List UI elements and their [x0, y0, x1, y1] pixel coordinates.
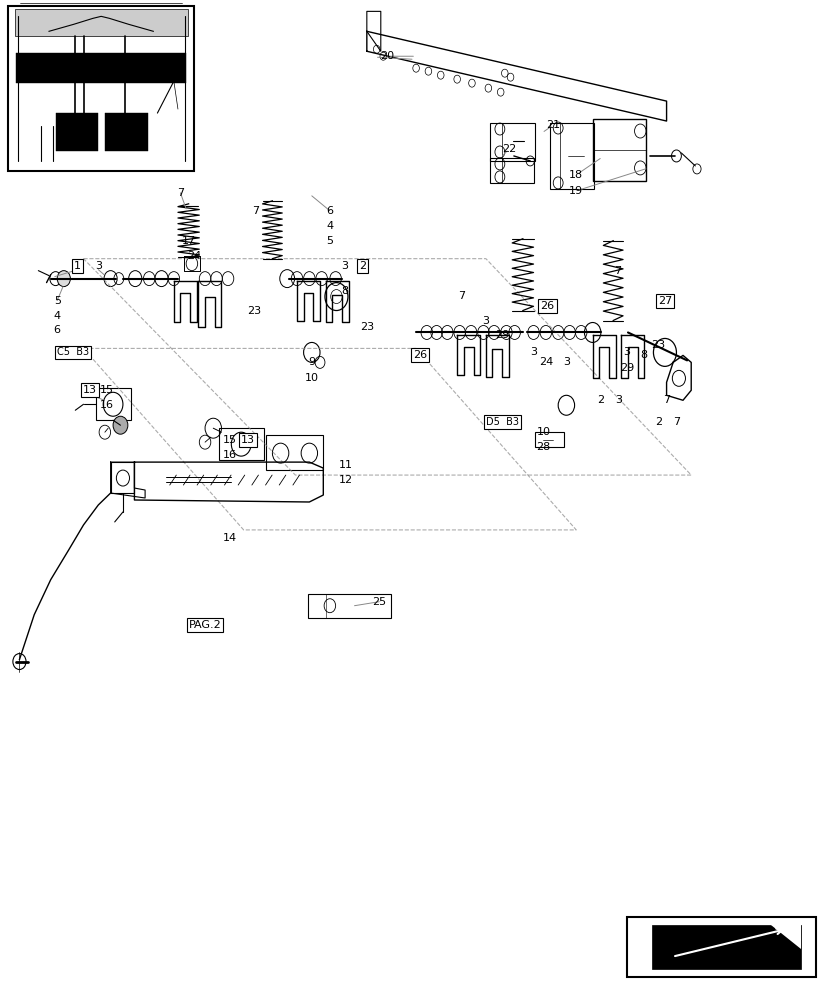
Text: 10: 10 — [536, 427, 550, 437]
Bar — [110, 462, 134, 493]
Text: 23: 23 — [247, 306, 261, 316]
Text: 3: 3 — [616, 395, 622, 405]
Bar — [8, 6, 194, 171]
Bar — [490, 158, 534, 183]
Text: 2: 2 — [655, 417, 662, 427]
Text: 3: 3 — [530, 347, 537, 357]
Bar — [219, 428, 265, 460]
Text: 16: 16 — [100, 400, 114, 410]
Text: 24: 24 — [539, 357, 553, 367]
Text: 10: 10 — [305, 373, 319, 383]
Bar — [16, 53, 186, 83]
Bar — [490, 123, 535, 161]
Text: 13: 13 — [83, 385, 97, 395]
Text: 3: 3 — [95, 261, 102, 271]
Text: 20: 20 — [381, 51, 395, 61]
Text: 3: 3 — [624, 347, 630, 357]
Text: 26: 26 — [413, 350, 428, 360]
Text: 19: 19 — [569, 186, 583, 196]
Text: 28: 28 — [536, 442, 550, 452]
Text: 2: 2 — [597, 395, 605, 405]
Text: 23: 23 — [361, 322, 375, 332]
Bar — [15, 9, 188, 36]
Bar — [96, 388, 131, 420]
Text: 29: 29 — [620, 363, 634, 373]
Text: 12: 12 — [339, 475, 353, 485]
Text: 1: 1 — [74, 261, 82, 271]
Text: 17: 17 — [181, 236, 195, 246]
Text: 6: 6 — [326, 206, 334, 216]
Text: 5: 5 — [326, 236, 334, 246]
Text: 11: 11 — [339, 460, 353, 470]
Text: D5  B3: D5 B3 — [486, 417, 519, 427]
Text: 29: 29 — [495, 330, 509, 340]
Text: 16: 16 — [222, 450, 236, 460]
Bar — [105, 113, 147, 151]
Text: 7: 7 — [177, 188, 184, 198]
Bar — [266, 435, 323, 470]
Polygon shape — [771, 925, 801, 949]
Text: PAG.2: PAG.2 — [189, 620, 222, 630]
Text: 9: 9 — [308, 357, 316, 367]
Text: 7: 7 — [663, 395, 670, 405]
Text: 7: 7 — [252, 206, 260, 216]
Bar — [652, 925, 801, 969]
Bar — [535, 432, 564, 447]
Text: 21: 21 — [546, 120, 560, 130]
Text: 22: 22 — [502, 144, 516, 154]
Text: 14: 14 — [222, 533, 236, 543]
Text: C5  B3: C5 B3 — [57, 347, 89, 357]
Text: 27: 27 — [658, 296, 672, 306]
Text: 23: 23 — [651, 340, 666, 350]
Text: 26: 26 — [541, 301, 555, 311]
Bar — [55, 113, 98, 151]
Text: 3: 3 — [482, 316, 489, 326]
Text: 7: 7 — [457, 291, 465, 301]
Text: 8: 8 — [640, 350, 647, 360]
Bar — [307, 594, 391, 618]
Text: 3: 3 — [341, 261, 349, 271]
Text: 3: 3 — [563, 357, 570, 367]
Text: 2: 2 — [359, 261, 367, 271]
Text: 25: 25 — [372, 597, 386, 607]
Text: 6: 6 — [54, 325, 61, 335]
Text: 8: 8 — [341, 286, 349, 296]
Circle shape — [57, 271, 70, 287]
Text: 7: 7 — [614, 266, 620, 276]
Text: 7: 7 — [673, 417, 680, 427]
Text: 5: 5 — [54, 296, 61, 306]
Text: 24: 24 — [187, 251, 202, 261]
Bar — [550, 123, 594, 189]
Text: 4: 4 — [54, 311, 61, 321]
Text: 4: 4 — [326, 221, 334, 231]
Bar — [627, 917, 816, 977]
Circle shape — [113, 416, 128, 434]
Text: 15: 15 — [100, 385, 114, 395]
Text: 18: 18 — [569, 170, 583, 180]
Text: 13: 13 — [241, 435, 255, 445]
Text: 15: 15 — [222, 435, 236, 445]
Bar — [592, 119, 646, 181]
